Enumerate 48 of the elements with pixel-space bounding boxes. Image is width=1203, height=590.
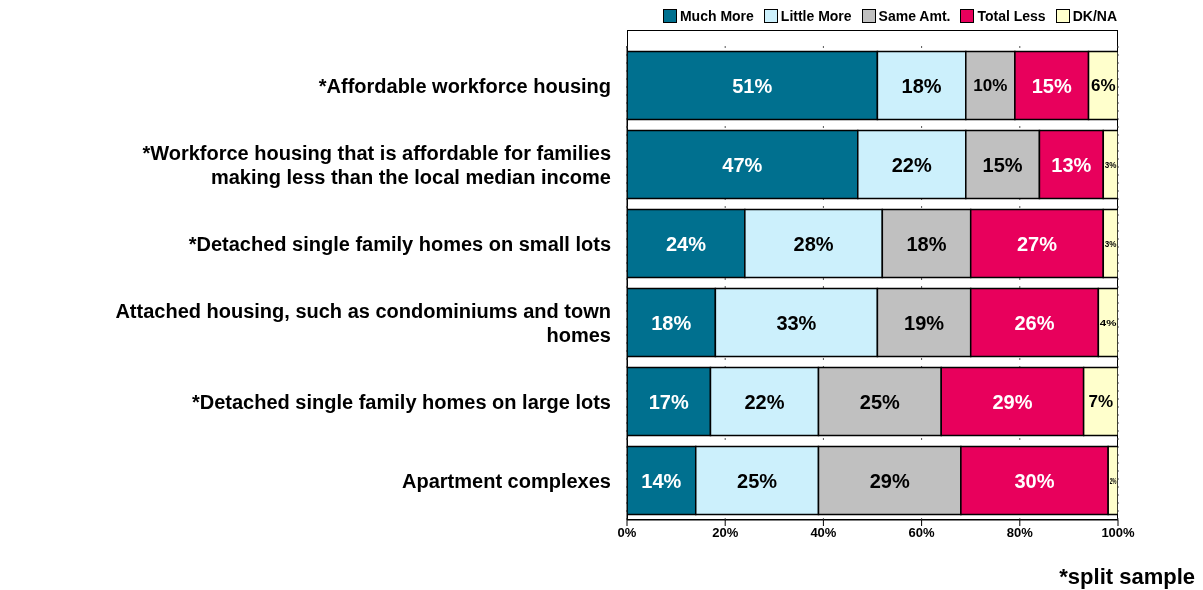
data-label: 7% [1088,392,1114,412]
data-label: 18% [651,311,692,334]
legend-label: Much More [679,8,754,24]
data-label: 13% [1051,153,1092,176]
data-label: 29% [869,469,910,492]
data-label: 51% [732,74,773,97]
y-tick-label: Attached housing, such as condominiums and town homes [115,299,611,346]
data-label: 22% [744,390,785,413]
x-tick-label: 40% [810,525,837,541]
data-label: 26% [1014,311,1055,334]
y-tick-label: *Detached single family homes on small lots [188,232,611,255]
data-label: 29% [992,390,1033,413]
y-tick-label: Apartment complexes [402,469,611,492]
x-tick-label: 60% [908,525,936,541]
data-label: 6% [1090,76,1116,96]
y-tick-label: *Detached single family homes on large lots [191,390,611,413]
data-label: 25% [737,469,778,492]
data-label: 4% [1099,317,1117,328]
y-tick-label: *Affordable workforce housing [318,74,611,97]
legend-label: DK/NA [1072,8,1117,24]
data-label: 27% [1016,232,1058,255]
x-tick-label: 0% [617,525,637,541]
data-label: 2% [1109,475,1123,486]
legend-label: Same Amt. [878,8,951,24]
text: *split sample [1058,564,1195,590]
data-label: 33% [776,311,817,334]
data-label: 24% [665,232,707,255]
data-label: 28% [793,232,834,255]
legend-label: Total Less [977,8,1046,24]
x-tick-label: 80% [1006,525,1034,541]
x-tick-label: 100% [1101,525,1136,541]
data-label: 15% [1031,74,1072,97]
y-tick-label: *Workforce housing that is affordable for families making less than the local median income [142,141,611,188]
data-label: 18% [906,232,947,255]
data-label: 15% [982,153,1023,176]
data-label: 22% [891,153,933,176]
data-label: 25% [859,390,901,413]
data-label: 19% [904,311,945,334]
x-tick-label: 20% [712,525,739,541]
data-label: 3% [1104,238,1118,249]
data-label: 14% [641,469,682,492]
data-label: 18% [901,74,942,97]
data-label: 17% [648,390,689,413]
data-label: 30% [1014,469,1055,492]
data-label: 47% [722,153,763,176]
data-label: 10% [973,76,1008,96]
legend-label: Little More [780,8,852,24]
data-label: 3% [1104,159,1118,170]
